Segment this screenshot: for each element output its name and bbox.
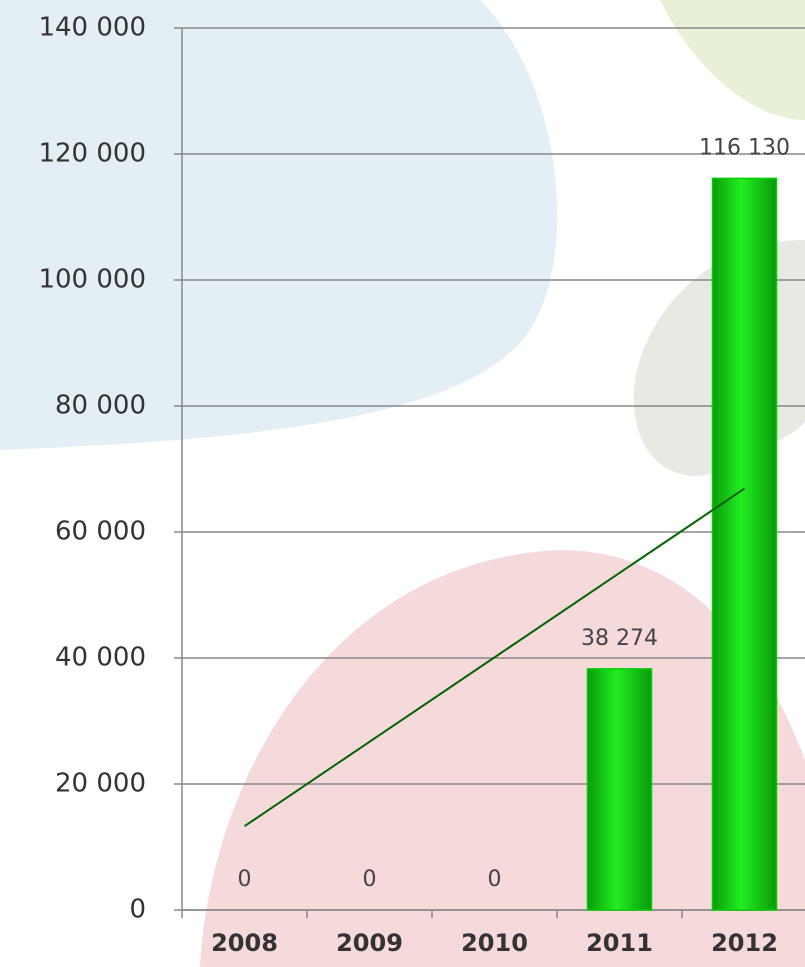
blob-green bbox=[660, 0, 805, 120]
x-tick-label: 2010 bbox=[461, 929, 528, 957]
y-tick-label: 120 000 bbox=[38, 139, 146, 169]
y-tick-label: 60 000 bbox=[55, 517, 146, 547]
data-label: 38 274 bbox=[581, 626, 658, 651]
y-tick-label: 140 000 bbox=[38, 13, 146, 43]
y-tick-label: 40 000 bbox=[55, 643, 146, 673]
chart: 0 20 000 40 000 60 000 80 000 100 000 120 000 1… bbox=[0, 0, 805, 967]
x-tick-label: 2008 bbox=[211, 929, 278, 957]
y-tick-label: 20 000 bbox=[55, 769, 146, 799]
data-label: 0 bbox=[363, 867, 377, 892]
y-tick-label: 100 000 bbox=[38, 265, 146, 295]
x-tick-label: 2009 bbox=[336, 929, 403, 957]
x-tick-label: 2011 bbox=[586, 929, 653, 957]
bar bbox=[588, 669, 652, 910]
y-tick-label: 80 000 bbox=[55, 391, 146, 421]
data-label: 0 bbox=[238, 867, 252, 892]
bar bbox=[713, 178, 777, 910]
x-tick-label: 2012 bbox=[711, 929, 778, 957]
data-label: 0 bbox=[488, 867, 502, 892]
blob-blue bbox=[0, 0, 557, 450]
data-label: 116 130 bbox=[699, 135, 790, 160]
y-tick-label: 0 bbox=[129, 895, 146, 925]
